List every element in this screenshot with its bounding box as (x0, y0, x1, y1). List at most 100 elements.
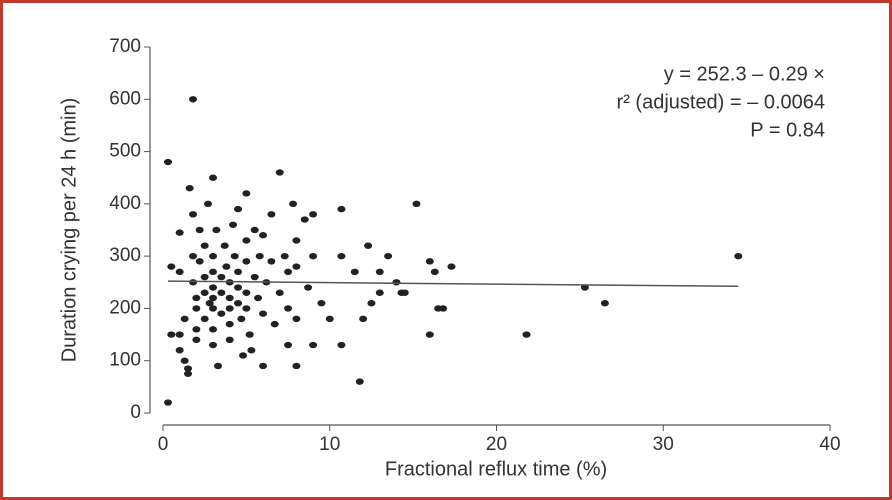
data-point (384, 252, 393, 260)
data-point (200, 315, 209, 323)
data-point (255, 252, 264, 260)
data-point (225, 320, 234, 328)
data-point (367, 300, 376, 307)
data-point (175, 347, 184, 354)
y-tick-label: 200 (109, 297, 141, 318)
data-point (234, 284, 243, 291)
data-point (189, 211, 198, 218)
data-point (217, 273, 226, 281)
data-point (242, 305, 251, 312)
data-point (292, 237, 301, 244)
data-point (280, 252, 289, 260)
data-point (195, 258, 204, 265)
data-point (192, 336, 201, 343)
data-point (259, 310, 268, 317)
data-point (270, 320, 279, 328)
data-point (167, 263, 176, 270)
data-point (250, 226, 259, 234)
data-point (267, 258, 276, 265)
data-point (237, 315, 246, 323)
annotation: P = 0.84 (750, 119, 825, 141)
data-point (209, 294, 218, 302)
data-point (189, 279, 198, 286)
data-point (200, 273, 209, 281)
data-point (239, 352, 248, 359)
data-point (337, 341, 346, 349)
y-tick-label: 700 (109, 36, 141, 57)
data-point (234, 300, 243, 307)
data-point (284, 305, 293, 312)
data-point (234, 268, 243, 276)
data-point (275, 169, 284, 176)
data-point (184, 365, 193, 372)
data-point (192, 326, 201, 333)
data-point (212, 226, 221, 234)
data-point (242, 258, 251, 265)
data-point (209, 341, 218, 349)
data-point (204, 200, 213, 208)
y-tick-label: 300 (109, 245, 141, 266)
data-point (209, 326, 218, 333)
data-point (175, 331, 184, 338)
data-point (439, 305, 448, 312)
data-point (447, 263, 456, 270)
data-point (234, 205, 243, 213)
data-point (242, 237, 251, 244)
data-point (209, 305, 218, 312)
data-point (580, 284, 589, 291)
data-point (164, 158, 173, 166)
data-point (392, 279, 401, 286)
x-tick-label: 10 (319, 434, 340, 455)
data-point (425, 258, 434, 265)
data-point (192, 294, 201, 302)
data-point (300, 216, 309, 223)
data-point (242, 190, 251, 197)
data-point (209, 252, 218, 260)
data-point (337, 252, 346, 260)
data-point (284, 268, 293, 276)
data-point (230, 252, 239, 260)
data-point (217, 289, 226, 296)
data-point (292, 315, 301, 323)
data-point (289, 200, 298, 208)
data-point (275, 289, 284, 296)
y-axis-label: Duration crying per 24 h (min) (58, 98, 80, 363)
data-point (400, 289, 409, 296)
data-point (247, 347, 256, 354)
data-point (375, 268, 384, 276)
data-point (222, 263, 231, 270)
data-point (600, 300, 609, 307)
data-point (175, 268, 184, 276)
data-point (192, 305, 201, 312)
annotation: y = 252.3 – 0.29 × (664, 63, 825, 85)
data-point (325, 315, 334, 323)
regression-line (167, 280, 739, 288)
data-point (317, 300, 326, 307)
y-tick-label: 100 (109, 350, 141, 371)
y-tick-label: 400 (109, 193, 141, 214)
data-point (209, 284, 218, 291)
data-point (309, 252, 318, 260)
data-point (195, 226, 204, 234)
data-point (225, 294, 234, 302)
data-point (425, 331, 434, 338)
data-point (309, 211, 318, 218)
data-point (250, 273, 259, 281)
data-point (364, 242, 373, 249)
data-point (355, 378, 364, 385)
data-point (189, 252, 198, 260)
x-tick-label: 30 (653, 434, 674, 455)
x-tick-label: 40 (819, 434, 840, 455)
data-point (292, 362, 301, 370)
y-tick-label: 500 (109, 141, 141, 162)
data-point (284, 341, 293, 349)
x-tick-label: 20 (486, 434, 507, 455)
data-point (412, 200, 421, 208)
data-point (734, 252, 743, 260)
x-axis-label: Fractional reflux time (%) (385, 458, 607, 480)
data-point (229, 221, 238, 228)
data-point (189, 96, 198, 103)
annotation: r² (adjusted) = – 0.0064 (617, 91, 825, 113)
